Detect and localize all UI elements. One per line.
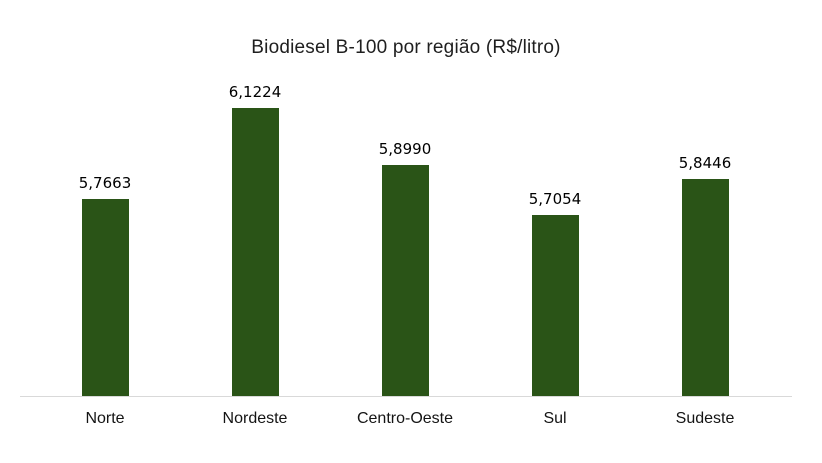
bar-group-nordeste: 6,1224: [180, 83, 330, 396]
x-axis-line: [20, 396, 792, 397]
value-label-sul: 5,7054: [528, 190, 582, 208]
bar-group-sudeste: 5,8446: [630, 154, 780, 396]
value-label-centro-oeste: 5,8990: [378, 140, 432, 158]
value-label-norte: 5,7663: [78, 174, 132, 192]
bar-group-centro-oeste: 5,8990: [330, 140, 480, 396]
bar-sul: [531, 215, 579, 396]
category-label-sul: Sul: [543, 410, 567, 427]
plot-area: 5,7663 6,1224 5,8990 5,7054 5,8446: [30, 0, 780, 396]
value-label-sudeste: 5,8446: [678, 154, 732, 172]
value-label-nordeste: 6,1224: [228, 83, 282, 101]
category-label-centro-oeste: Centro-Oeste: [356, 410, 454, 427]
category-label-sudeste: Sudeste: [675, 410, 735, 427]
x-axis-labels: Norte Nordeste Centro-Oeste Sul Sudeste: [30, 410, 780, 428]
chart-title: Biodiesel B-100 por região (R$/litro): [251, 37, 561, 58]
bar-group-norte: 5,7663: [30, 174, 180, 396]
bar-sudeste: [681, 179, 729, 396]
category-label-norte: Norte: [85, 410, 125, 427]
bar-nordeste: [231, 108, 279, 396]
category-label-nordeste: Nordeste: [222, 410, 288, 427]
bar-group-sul: 5,7054: [480, 190, 630, 396]
bar-centro-oeste: [381, 165, 429, 396]
bar-norte: [81, 199, 129, 396]
